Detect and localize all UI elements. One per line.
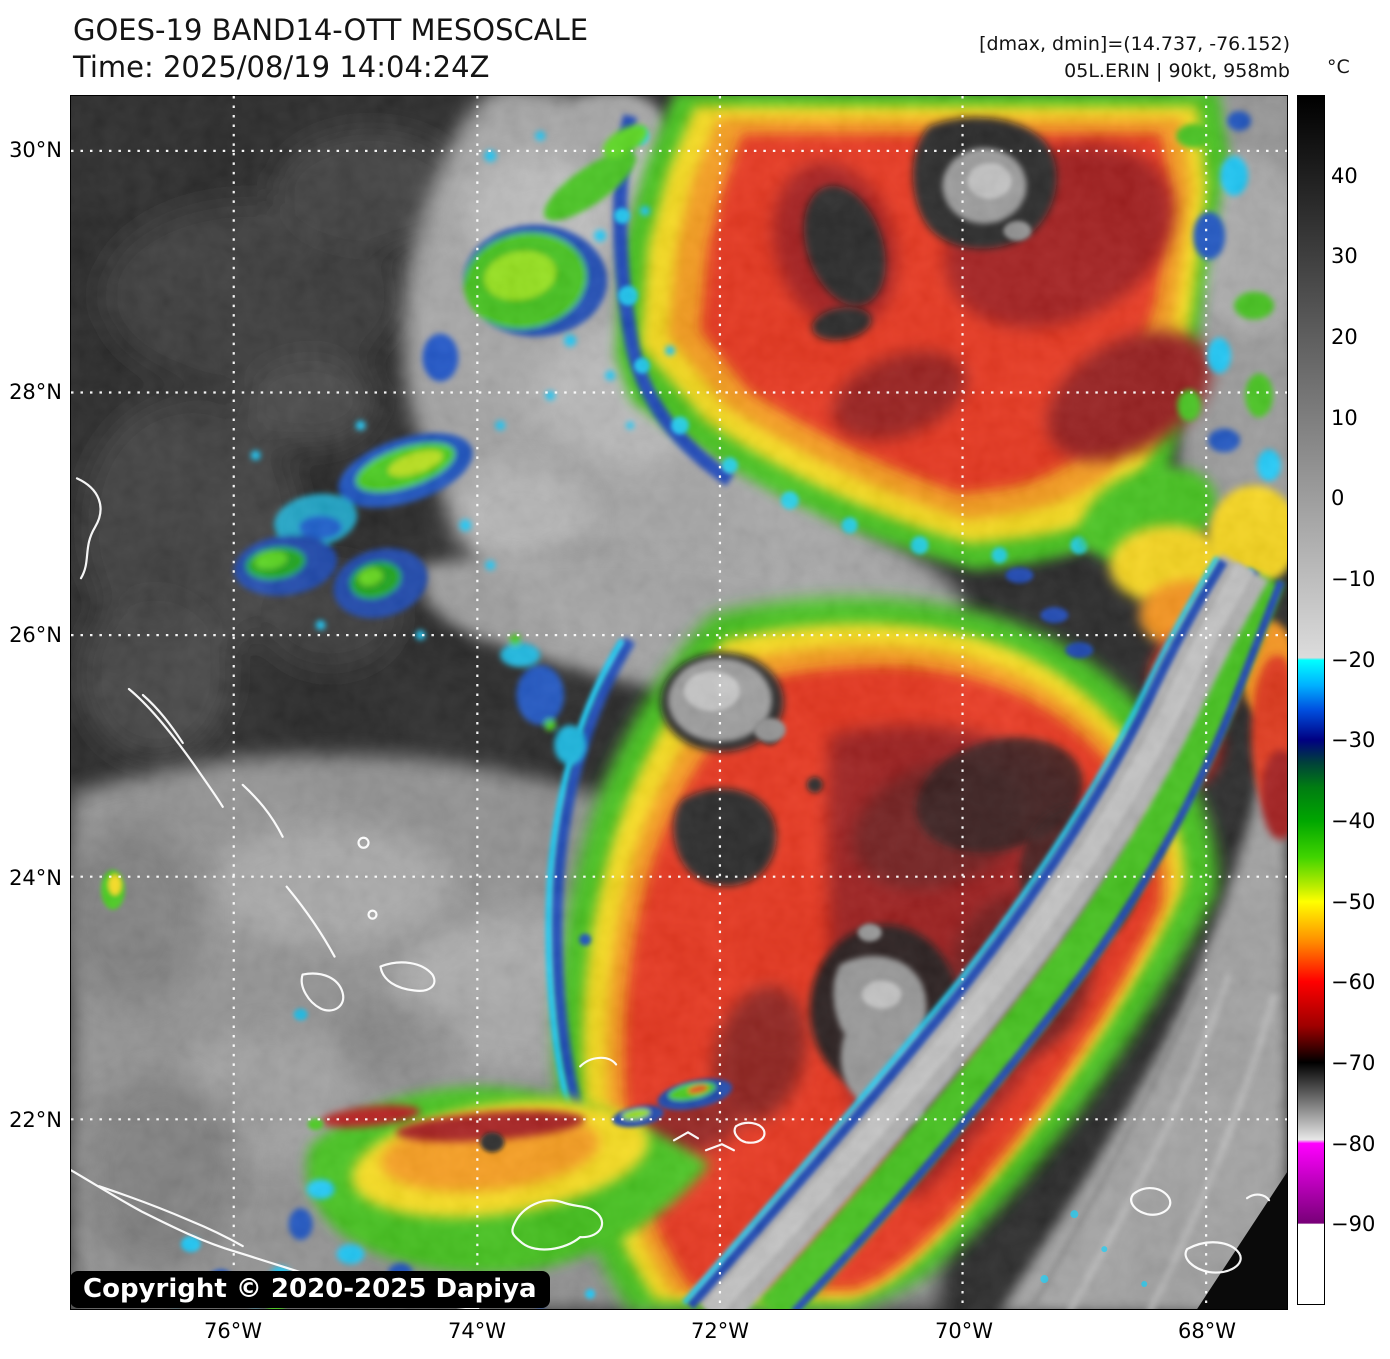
dmax-dmin-label: [dmax, dmin]=(14.737, -76.152) <box>979 33 1290 55</box>
colorbar-tick-n30: −30 <box>1331 728 1376 752</box>
lon-tick-72w: 72°W <box>691 1319 749 1343</box>
coastline-cuba-cays <box>97 1185 244 1248</box>
coastline-silver-bank-3 <box>1245 1193 1271 1202</box>
coastline-long-island <box>285 885 336 958</box>
satellite-map <box>70 95 1288 1310</box>
lon-tick-74w: 74°W <box>448 1319 506 1343</box>
lat-tick-30n: 30°N <box>9 138 62 162</box>
fine-texture-overlay <box>71 96 1287 1309</box>
lon-tick-76w: 76°W <box>204 1319 262 1343</box>
colorbar-tick-n10: −10 <box>1331 567 1376 591</box>
coastline-inagua <box>379 961 436 992</box>
colorbar-tick-n50: −50 <box>1331 890 1376 914</box>
coastline-turks-caicos-1 <box>672 1131 700 1142</box>
coastline-eleuthera <box>127 687 224 808</box>
time-label: Time: 2025/08/19 14:04:24Z <box>73 50 490 84</box>
satellite-image <box>71 96 1287 1309</box>
coastline-turks-caicos-3 <box>733 1121 766 1144</box>
gridlines <box>71 96 1287 1309</box>
colorbar-tick-n20: −20 <box>1331 648 1376 672</box>
coastline-cay-chain <box>141 693 184 745</box>
colorbar-tick-40: 40 <box>1331 164 1358 188</box>
coastline-cat-island <box>241 783 284 838</box>
coastline-plana-cays <box>579 1056 618 1068</box>
title-block: GOES-19 BAND14-OTT MESOSCALE Time: 2025/… <box>73 12 588 86</box>
coastline-nw-fragment <box>75 477 102 580</box>
coastline-silver-bank-1 <box>1130 1187 1172 1216</box>
colorbar-tick-10: 10 <box>1331 406 1358 430</box>
colorbar-tick-n80: −80 <box>1331 1132 1376 1156</box>
colorbar-tick-20: 20 <box>1331 325 1358 349</box>
coastline-caicos-bank <box>511 1199 604 1251</box>
colorbar-tick-0: 0 <box>1331 486 1345 510</box>
lon-tick-68w: 68°W <box>1178 1319 1236 1343</box>
coastline-islet-2 <box>367 909 378 920</box>
lon-tick-70w: 70°W <box>935 1319 993 1343</box>
coastline-islet-1 <box>357 836 370 849</box>
lat-tick-28n: 28°N <box>9 380 62 404</box>
colorbar-gradient <box>1297 95 1325 1305</box>
coastline-crooked <box>300 972 345 1012</box>
copyright-badge: Copyright © 2020-2025 Dapiya <box>70 1271 550 1308</box>
coastline-turks-caicos-2 <box>704 1143 736 1152</box>
page-title: GOES-19 BAND14-OTT MESOSCALE <box>73 13 589 47</box>
colorbar-tick-30: 30 <box>1331 244 1358 268</box>
coastlines <box>71 477 1271 1309</box>
lat-tick-26n: 26°N <box>9 623 62 647</box>
colorbar-tick-n60: −60 <box>1331 970 1376 994</box>
annotation-block: [dmax, dmin]=(14.737, -76.152) 05L.ERIN … <box>979 31 1290 85</box>
colorbar-tick-n90: −90 <box>1331 1212 1376 1236</box>
lat-tick-24n: 24°N <box>9 866 62 890</box>
storm-info-label: 05L.ERIN | 90kt, 958mb <box>1064 60 1290 82</box>
colorbar-unit-label: °C <box>1327 56 1350 78</box>
colorbar-tick-n40: −40 <box>1331 809 1376 833</box>
lat-tick-22n: 22°N <box>9 1108 62 1132</box>
coastline-silver-bank-2 <box>1184 1241 1242 1274</box>
colorbar-tick-n70: −70 <box>1331 1051 1376 1075</box>
